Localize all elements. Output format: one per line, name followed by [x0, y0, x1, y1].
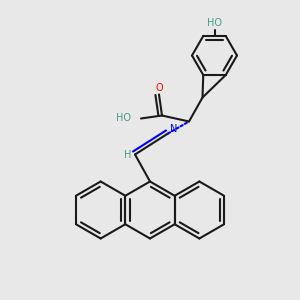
Text: H: H	[124, 149, 131, 160]
Text: N: N	[170, 124, 178, 134]
Text: HO: HO	[116, 113, 131, 124]
Text: O: O	[155, 83, 163, 93]
Text: HO: HO	[207, 17, 222, 28]
